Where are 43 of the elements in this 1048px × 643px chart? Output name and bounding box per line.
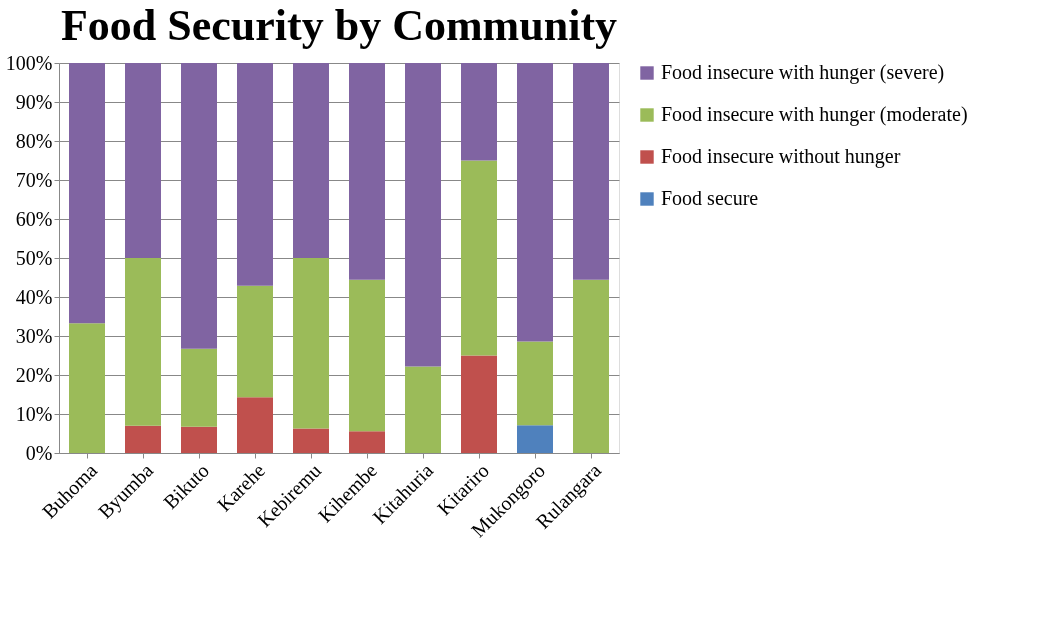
bar [125,63,161,258]
bar [125,425,161,453]
y-tick-label: 60% [15,207,53,230]
legend-label: Food secure [661,187,759,209]
bar [237,285,273,398]
bar [293,63,329,258]
bar [293,258,329,429]
bar [461,63,497,161]
bar [181,348,217,427]
y-tick-label: 30% [15,324,53,347]
bar [293,428,329,453]
y-tick-label: 80% [15,129,53,152]
bar [181,426,217,453]
bar [349,63,385,280]
bar [405,63,441,367]
y-tick-label: 40% [15,285,53,308]
bar [69,323,105,453]
bar [405,366,441,453]
chart-title: Food Security by Community [60,1,618,50]
bar [517,425,553,453]
bar [69,63,105,324]
bar [349,279,385,432]
y-tick-label: 10% [15,402,53,425]
y-tick-label: 100% [5,51,53,74]
bar [517,63,553,342]
bar [237,397,273,453]
legend-label: Food insecure with hunger (moderate) [661,103,968,126]
bar [461,160,497,356]
bar [461,355,497,453]
bar [573,279,609,453]
y-tick-label: 70% [15,168,53,191]
y-tick-label: 20% [15,363,53,386]
bar [349,431,385,453]
bar [237,63,273,286]
legend-label: Food insecure without hunger [661,145,901,168]
legend-label: Food insecure with hunger (severe) [661,61,945,84]
y-tick-label: 0% [25,441,53,464]
bar [573,63,609,280]
bar [125,258,161,426]
bar [517,341,553,426]
y-tick-label: 50% [15,246,53,269]
y-tick-label: 90% [15,90,53,113]
bar [181,63,217,349]
